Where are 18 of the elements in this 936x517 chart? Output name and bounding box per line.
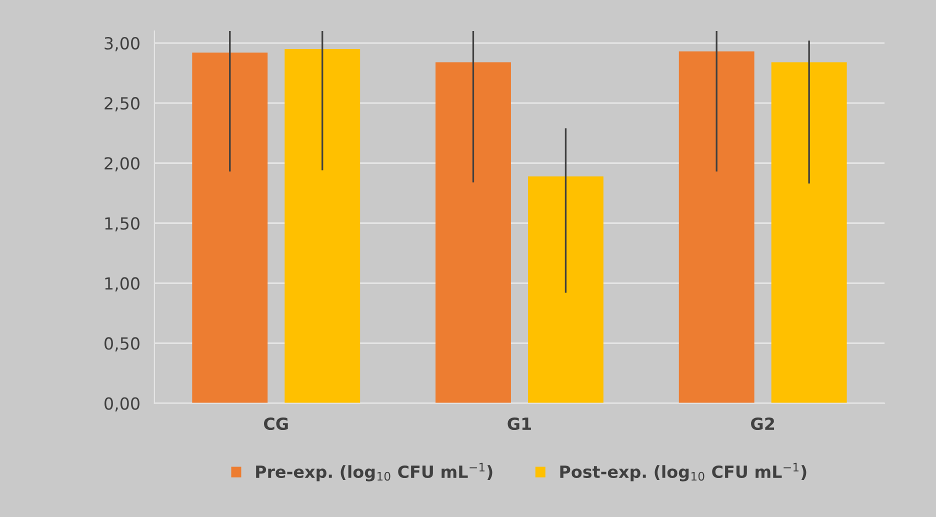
bar — [284, 49, 360, 404]
y-tick-label: 0,50 — [104, 337, 140, 352]
bar — [436, 62, 511, 404]
bar — [678, 51, 754, 404]
y-tick-label: 3,00 — [104, 36, 140, 52]
bar — [771, 62, 847, 404]
y-tick-label: 0,00 — [104, 397, 140, 412]
y-tick-label: 2,50 — [104, 97, 140, 112]
x-tick-label: CG — [264, 417, 288, 430]
y-tick-label: 1,50 — [105, 217, 140, 232]
bar — [528, 176, 604, 404]
x-tick-label: G1 — [508, 417, 531, 430]
x-tick-label: G2 — [751, 417, 774, 430]
bar — [192, 52, 268, 404]
legend-label: Pre-exp. (log$_{10}$ CFU mL$^{−1}$) — [256, 462, 492, 482]
y-tick-label: 1,00 — [105, 277, 140, 292]
legend-label: Post-exp. (log$_{10}$ CFU mL$^{−1}$) — [560, 462, 806, 482]
y-tick-label: 2,00 — [104, 157, 140, 172]
